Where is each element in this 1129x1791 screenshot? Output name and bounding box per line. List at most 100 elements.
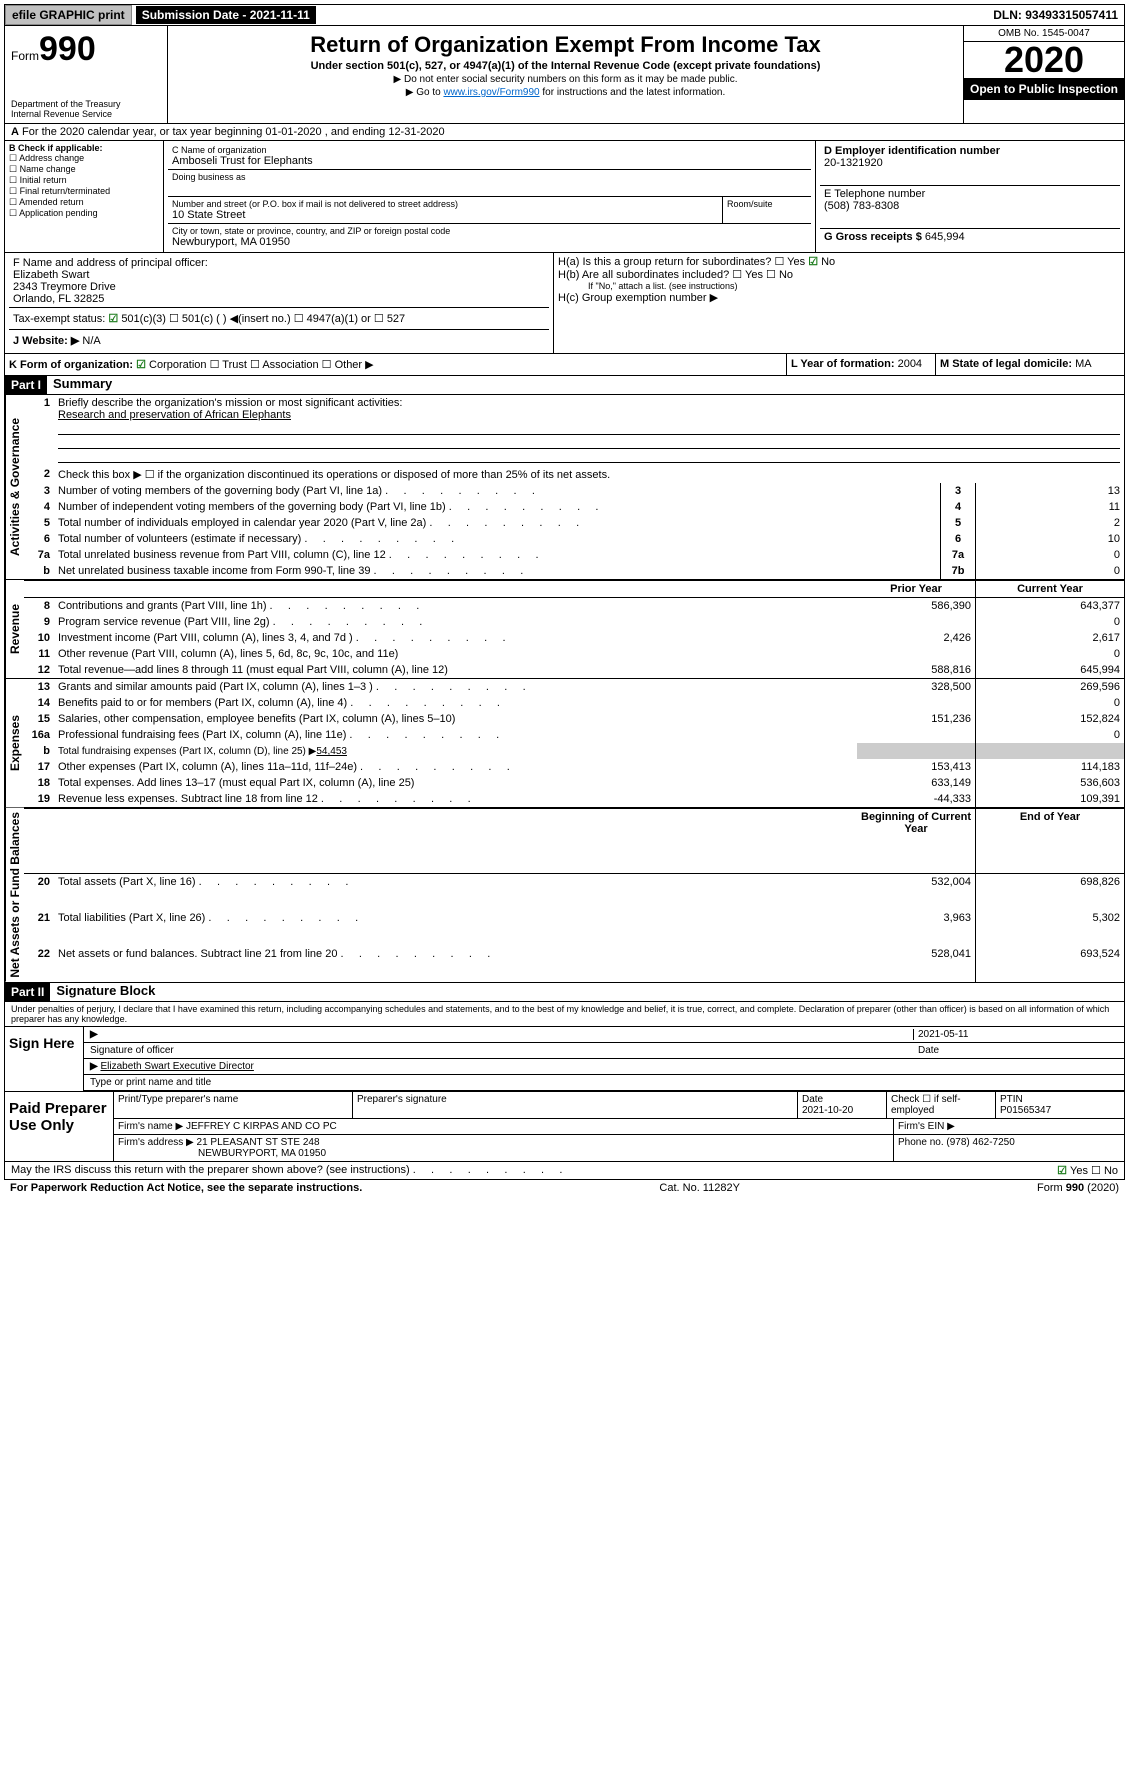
l15-curr: 152,824 xyxy=(976,711,1125,727)
l14-prior xyxy=(857,695,976,711)
l12-curr: 645,994 xyxy=(976,662,1125,678)
summary-net: Net Assets or Fund Balances Beginning of… xyxy=(4,808,1125,983)
efile-button[interactable]: efile GRAPHIC print xyxy=(5,5,132,25)
prep-sig-label: Preparer's signature xyxy=(353,1092,798,1118)
chk-amended-return[interactable]: Amended return xyxy=(9,197,159,208)
l7a-text: Total unrelated business revenue from Pa… xyxy=(58,549,539,561)
box-b-label: B Check if applicable: xyxy=(9,143,159,153)
chk-corporation[interactable] xyxy=(136,359,149,371)
l21-prior: 3,963 xyxy=(857,910,976,946)
l1-text: Briefly describe the organization's miss… xyxy=(58,397,402,409)
j-label: J Website: ▶ xyxy=(13,335,79,347)
entity-grid: B Check if applicable: Address change Na… xyxy=(4,141,1125,253)
l22-text: Net assets or fund balances. Subtract li… xyxy=(58,948,490,960)
paid-preparer: Paid Preparer Use Only Print/Type prepar… xyxy=(4,1092,1125,1162)
firm-name: JEFFREY C KIRPAS AND CO PC xyxy=(186,1121,337,1132)
l21-curr: 5,302 xyxy=(976,910,1125,946)
self-employed-chk[interactable]: Check ☐ if self-employed xyxy=(887,1092,996,1118)
discuss-yes[interactable] xyxy=(1057,1165,1070,1177)
l8-prior: 586,390 xyxy=(857,598,976,615)
l-label: L Year of formation: xyxy=(791,358,895,370)
firm-phone-label: Phone no. xyxy=(898,1137,944,1148)
l18-text: Total expenses. Add lines 13–17 (must eq… xyxy=(58,777,414,789)
l18-curr: 536,603 xyxy=(976,775,1125,791)
street-address: 10 State Street xyxy=(172,209,718,221)
summary-gov: Activities & Governance 1 Briefly descri… xyxy=(4,395,1125,580)
org-name: Amboseli Trust for Elephants xyxy=(172,155,807,167)
side-revenue: Revenue xyxy=(5,580,24,678)
ein-value: 20-1321920 xyxy=(824,157,1116,169)
chk-final-return[interactable]: Final return/terminated xyxy=(9,186,159,197)
side-netassets: Net Assets or Fund Balances xyxy=(5,808,24,982)
l21-text: Total liabilities (Part X, line 26) xyxy=(58,912,358,924)
l16b-text: Total fundraising expenses (Part IX, col… xyxy=(58,746,316,757)
chk-527[interactable] xyxy=(374,313,387,325)
l2-text: Check this box ▶ ☐ if the organization d… xyxy=(54,466,1124,483)
website-value: N/A xyxy=(82,335,100,347)
col-prior: Prior Year xyxy=(857,581,976,598)
officer-name: Elizabeth Swart xyxy=(13,269,545,281)
chk-other[interactable] xyxy=(322,359,335,371)
chk-application-pending[interactable]: Application pending xyxy=(9,208,159,219)
l19-prior: -44,333 xyxy=(857,791,976,807)
col-end: End of Year xyxy=(976,809,1125,874)
discuss-no[interactable] xyxy=(1091,1165,1104,1177)
open-inspection: Open to Public Inspection xyxy=(964,78,1124,100)
l3-text: Number of voting members of the governin… xyxy=(58,485,535,497)
l13-curr: 269,596 xyxy=(976,679,1125,695)
chk-4947[interactable] xyxy=(294,313,307,325)
l19-curr: 109,391 xyxy=(976,791,1125,807)
l4-val: 11 xyxy=(976,499,1125,515)
l20-prior: 532,004 xyxy=(857,873,976,910)
chk-association[interactable] xyxy=(250,359,262,371)
dln-label: DLN: 93493315057411 xyxy=(987,6,1124,24)
footer: For Paperwork Reduction Act Notice, see … xyxy=(4,1180,1125,1196)
l9-curr: 0 xyxy=(976,614,1125,630)
gross-receipts-value: 645,994 xyxy=(925,231,965,243)
part2-header: Part II Signature Block xyxy=(4,983,1125,1002)
form-subtitle: Under section 501(c), 527, or 4947(a)(1)… xyxy=(172,60,959,72)
l15-text: Salaries, other compensation, employee b… xyxy=(58,713,455,725)
l20-text: Total assets (Part X, line 16) xyxy=(58,876,348,888)
chk-address-change[interactable]: Address change xyxy=(9,153,159,164)
tax-year: 2020 xyxy=(964,42,1124,78)
chk-name-change[interactable]: Name change xyxy=(9,164,159,175)
ptin-label: PTIN xyxy=(1000,1094,1023,1105)
chk-initial-return[interactable]: Initial return xyxy=(9,175,159,186)
l11-prior xyxy=(857,646,976,662)
sig-officer-label: Signature of officer xyxy=(90,1045,918,1056)
cat-no: Cat. No. 11282Y xyxy=(659,1182,740,1194)
c-name-label: C Name of organization xyxy=(172,145,807,155)
firm-phone: (978) 462-7250 xyxy=(946,1137,1014,1148)
i-label: Tax-exempt status: xyxy=(13,313,105,325)
firm-ein-label: Firm's EIN ▶ xyxy=(894,1119,1124,1134)
l5-text: Total number of individuals employed in … xyxy=(58,517,579,529)
pra-notice: For Paperwork Reduction Act Notice, see … xyxy=(10,1182,362,1194)
l13-prior: 328,500 xyxy=(857,679,976,695)
k-row: K Form of organization: Corporation Trus… xyxy=(4,354,1125,376)
chk-501c[interactable] xyxy=(169,313,182,325)
l17-curr: 114,183 xyxy=(976,759,1125,775)
note-link: ▶ Go to www.irs.gov/Form990 for instruct… xyxy=(172,87,959,98)
prep-name-label: Print/Type preparer's name xyxy=(114,1092,353,1118)
l11-text: Other revenue (Part VIII, column (A), li… xyxy=(58,648,398,660)
m-val: MA xyxy=(1075,358,1092,370)
irs-label: Internal Revenue Service xyxy=(11,109,161,119)
chk-trust[interactable] xyxy=(210,359,223,371)
l7b-val: 0 xyxy=(976,563,1125,579)
l1-value: Research and preservation of African Ele… xyxy=(58,409,291,421)
submission-date-label: Submission Date - 2021-11-11 xyxy=(136,6,316,24)
sign-label: Sign Here xyxy=(5,1027,84,1091)
firm-addr2: NEWBURYPORT, MA 01950 xyxy=(118,1148,326,1159)
m-label: M State of legal domicile: xyxy=(940,358,1072,370)
chk-501c3[interactable] xyxy=(108,313,121,325)
form-title: Return of Organization Exempt From Incom… xyxy=(172,32,959,58)
irs-link[interactable]: www.irs.gov/Form990 xyxy=(443,87,539,98)
l18-prior: 633,149 xyxy=(857,775,976,791)
l22-curr: 693,524 xyxy=(976,946,1125,982)
officer-addr1: 2343 Treymore Drive xyxy=(13,281,545,293)
l20-curr: 698,826 xyxy=(976,873,1125,910)
top-bar: efile GRAPHIC print Submission Date - 20… xyxy=(4,4,1125,26)
form-label: Form990 xyxy=(11,30,161,69)
officer-typed-name: Elizabeth Swart Executive Director xyxy=(100,1061,253,1072)
